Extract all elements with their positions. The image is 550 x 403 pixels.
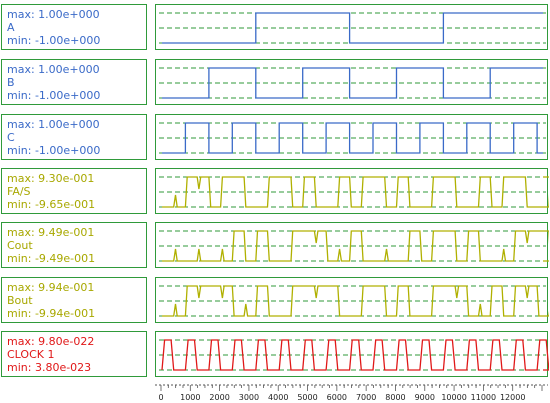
waveform-plot-clock-1	[155, 331, 549, 377]
waveform-fa-s	[162, 176, 549, 208]
max-label: max: 9.94e-001	[7, 281, 95, 294]
waveform-clock-1	[161, 339, 549, 371]
x-tick-label: 10000	[441, 393, 466, 402]
min-label: min: -1.00e+000	[7, 34, 101, 47]
signal-label-clock-1: max: 9.80e-022 CLOCK 1 min: 3.80e-023	[1, 331, 147, 377]
signal-name: C	[7, 131, 15, 144]
x-axis: 0 1000 2000 3000 4000 5000 6000 7000 8000 9000 100…	[155, 384, 548, 402]
max-label: max: 1.00e+000	[7, 63, 100, 76]
signal-name: Bout	[7, 294, 33, 307]
signal-name: Cout	[7, 239, 33, 252]
max-label: max: 1.00e+000	[7, 8, 100, 21]
x-tick-label: 11000	[471, 393, 496, 402]
waveform-svg	[159, 230, 549, 262]
waveform-svg	[159, 67, 546, 99]
x-tick-label: 7000	[356, 393, 376, 402]
max-label: max: 9.49e-001	[7, 226, 95, 239]
signal-label-fa-s: max: 9.30e-001 FA/S min: -9.65e-001	[1, 168, 147, 214]
min-label: min: -9.94e-001	[7, 307, 96, 320]
waveform-cout	[162, 230, 549, 262]
waveform-plot-cout	[155, 222, 549, 268]
waveform-plot-c	[155, 114, 548, 160]
x-tick-label: 0	[158, 393, 163, 402]
signal-name: FA/S	[7, 185, 31, 198]
waveform-plot-a	[155, 4, 548, 50]
waveform-svg	[159, 285, 549, 317]
waveform-svg	[159, 339, 549, 371]
min-label: min: -9.65e-001	[7, 198, 96, 211]
waveform-plot-fa-s	[155, 168, 549, 214]
waveform-a	[162, 12, 543, 44]
x-tick-label: 8000	[385, 393, 405, 402]
signal-label-bout: max: 9.94e-001 Bout min: -9.94e-001	[1, 277, 147, 323]
min-label: min: -1.00e+000	[7, 89, 101, 102]
waveform-svg	[159, 122, 546, 154]
waveform-b	[162, 67, 543, 99]
x-tick-label: 12000	[500, 393, 525, 402]
waveform-bout	[162, 285, 549, 317]
x-tick-label: 6000	[327, 393, 347, 402]
waveform-c	[162, 122, 543, 154]
max-label: max: 9.30e-001	[7, 172, 95, 185]
x-tick-label: 3000	[239, 393, 259, 402]
min-label: min: -9.49e-001	[7, 252, 96, 265]
x-tick-label: 1000	[180, 393, 200, 402]
x-tick-label: 4000	[268, 393, 288, 402]
signal-label-cout: max: 9.49e-001 Cout min: -9.49e-001	[1, 222, 147, 268]
x-tick-label: 9000	[415, 393, 435, 402]
max-label: max: 1.00e+000	[7, 118, 100, 131]
x-tick-label: 5000	[297, 393, 317, 402]
waveform-plot-b	[155, 59, 548, 105]
signal-name: B	[7, 76, 15, 89]
waveform-svg	[159, 176, 549, 208]
min-label: min: 3.80e-023	[7, 361, 92, 374]
waveform-svg	[159, 12, 546, 44]
waveform-plot-bout	[155, 277, 549, 323]
max-label: max: 9.80e-022	[7, 335, 95, 348]
min-label: min: -1.00e+000	[7, 144, 101, 157]
signal-name: A	[7, 21, 15, 34]
signal-name: CLOCK 1	[7, 348, 55, 361]
x-tick-label: 2000	[209, 393, 229, 402]
